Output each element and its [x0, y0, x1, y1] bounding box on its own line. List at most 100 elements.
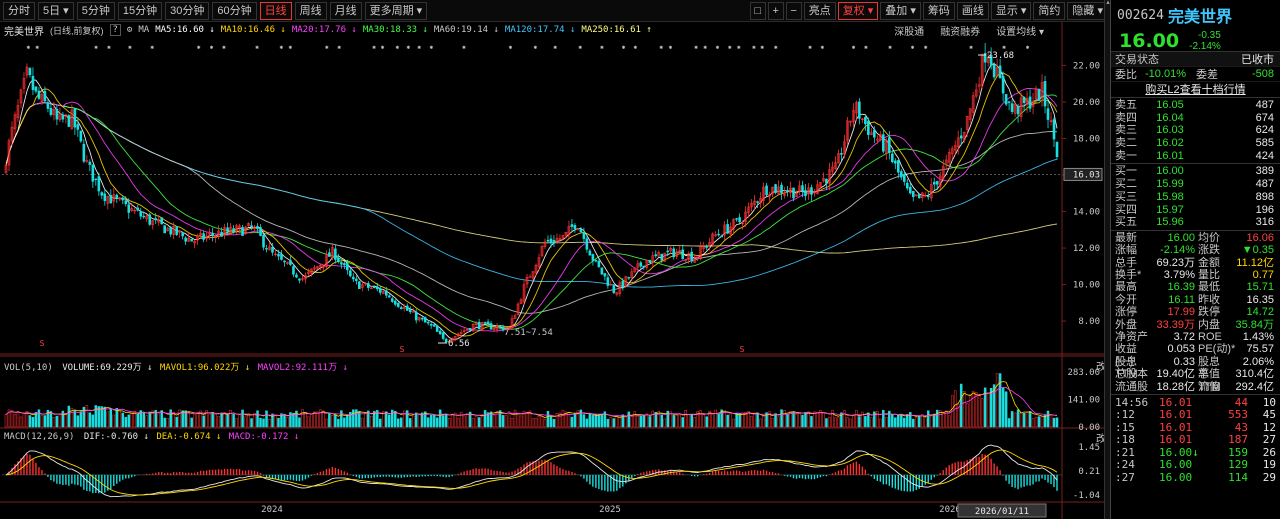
volume-bar	[971, 390, 975, 428]
candle-body	[106, 196, 110, 204]
period-tab-2[interactable]: 5分钟	[76, 1, 115, 20]
event-star-icon: ✱	[773, 44, 778, 51]
vol-label: VOL(5,10)	[4, 363, 53, 373]
candle-body	[393, 300, 397, 305]
stat-label: 收益(一)	[1115, 343, 1137, 368]
volume-bar	[825, 418, 828, 428]
info-link-1[interactable]: 融资融券	[940, 26, 981, 38]
candle-body	[870, 132, 873, 136]
candle-body	[891, 153, 894, 163]
candle-body	[774, 184, 777, 194]
candle-body	[381, 290, 385, 294]
help-icon[interactable]: ?	[109, 24, 121, 36]
volume-bar	[379, 418, 382, 428]
stat-row-1: 涨幅 -2.14% 涨跌 ▼0.35	[1111, 244, 1280, 256]
candle-body	[879, 133, 882, 140]
candle-body	[441, 332, 445, 339]
period-tab-6[interactable]: 日线	[259, 1, 292, 20]
toolbar-button-3[interactable]: 筹码	[922, 2, 955, 20]
candle-body	[414, 311, 418, 321]
ma30-line	[5, 94, 1058, 330]
volume-bar	[307, 416, 310, 428]
event-star-icon: ✱	[428, 44, 433, 51]
toolbar-button-5[interactable]: 显示 ▾	[990, 2, 1032, 20]
event-star-icon: ✱	[668, 44, 673, 51]
candle-body	[747, 206, 750, 214]
ma-item-2: MA20:17.76 ↓	[291, 25, 357, 35]
candle-body	[873, 129, 876, 138]
period-tab-5[interactable]: 60分钟	[212, 1, 257, 20]
period-tab-4[interactable]: 30分钟	[165, 1, 210, 20]
mavol2-value: MAVOL2:92.111万	[257, 363, 338, 373]
period-tab-7[interactable]: 周线	[294, 1, 327, 20]
event-star-icon: ✱	[406, 44, 411, 51]
volume-bar	[732, 418, 735, 428]
tick-time: :27	[1115, 470, 1135, 484]
candle-body	[561, 235, 565, 239]
tick-time: :12	[1115, 408, 1135, 422]
candle-body	[663, 252, 667, 262]
info-link-0[interactable]: 深股通	[894, 26, 925, 38]
stat-value: 1.43%	[1242, 331, 1274, 343]
volume-info: VOL(5,10) VOLUME:69.229万 ↓ MAVOL1:96.022…	[4, 363, 348, 373]
candle-body	[591, 254, 595, 261]
candle-body	[585, 238, 589, 250]
tick-list: 14:56 16.01 44 10:12 16.01 553 45:15 16.01 43 12:…	[1111, 395, 1280, 485]
macd-axis-label: 1.45	[1078, 443, 1100, 453]
event-star-icon: ✱	[751, 44, 756, 51]
volume-axis-label: 283.00	[1067, 368, 1100, 378]
candle-body	[639, 262, 643, 267]
toolbar-button-1[interactable]: 复权 ▾	[837, 2, 879, 20]
period-tab-3[interactable]: 15分钟	[117, 1, 163, 20]
candle-body	[453, 336, 457, 341]
volume-bar	[364, 412, 367, 428]
buy-l2-button[interactable]: 购买L2查看十档行情	[1111, 82, 1280, 98]
candle-body	[361, 284, 364, 288]
kline-chart[interactable]: 22.0020.0018.0016.0014.0012.0010.008.001…	[0, 0, 1104, 519]
candle-body	[971, 95, 975, 113]
period-tab-9[interactable]: 更多周期 ▾	[364, 1, 428, 20]
candle-body	[852, 110, 855, 123]
stat-label: 外盘	[1115, 318, 1137, 331]
candle-body	[935, 181, 939, 185]
toolbar-button-0[interactable]: 亮点	[803, 2, 836, 20]
tick-time: :15	[1115, 420, 1135, 434]
candle-body	[696, 256, 699, 259]
toolbar-button-2[interactable]: 叠加 ▾	[880, 2, 921, 20]
toolbar-button-6[interactable]: 简约	[1033, 2, 1066, 20]
volume-bar	[792, 411, 795, 428]
candle-body	[142, 215, 146, 218]
volume-bar	[594, 414, 598, 428]
candle-body	[480, 322, 484, 331]
volume-bar	[1049, 414, 1053, 428]
plus-icon[interactable]: +	[767, 2, 784, 20]
event-star-icon: ✱	[93, 44, 98, 51]
scroll-up-icon[interactable]: ▲	[1105, 0, 1111, 6]
period-tab-0[interactable]: 分时	[3, 1, 35, 20]
ma-item-3: MA30:18.33 ↓	[362, 25, 428, 35]
candle-body	[929, 184, 933, 199]
event-star-icon: ✱	[851, 44, 856, 51]
toolbar-button-4[interactable]: 画线	[956, 2, 989, 20]
volume-bar	[648, 416, 652, 428]
volume-bar	[420, 412, 424, 428]
volume-bar	[292, 412, 295, 428]
volume-bar	[941, 411, 945, 428]
period-tab-8[interactable]: 月线	[329, 1, 362, 20]
volume-bar	[591, 414, 595, 428]
volume-bar	[402, 410, 406, 428]
candle-body	[609, 284, 613, 286]
info-link-2[interactable]: 设置均线 ▾	[996, 26, 1044, 38]
settings-icon[interactable]: ⚙	[126, 25, 133, 35]
candle-body	[798, 185, 801, 192]
period-tab-1[interactable]: 5日 ▾	[38, 1, 74, 20]
minus-icon[interactable]: −	[785, 2, 802, 20]
quote-header: 002624 完美世界	[1111, 0, 1280, 30]
event-star-icon: ✱	[34, 44, 39, 51]
vertical-scrollbar[interactable]: ▲	[1104, 0, 1111, 519]
candle-body	[897, 160, 900, 173]
volume-bar	[82, 406, 86, 428]
volume-bar	[166, 418, 169, 428]
volume-bar	[13, 414, 17, 428]
square-icon[interactable]: □	[749, 2, 766, 20]
